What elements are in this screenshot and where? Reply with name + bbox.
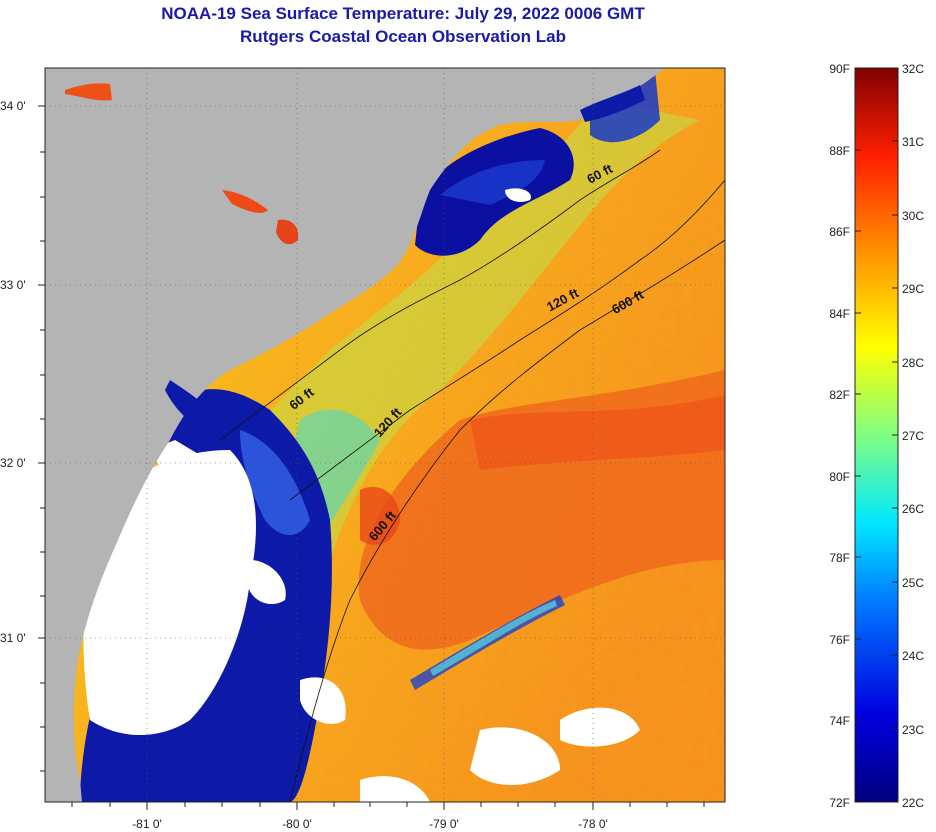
- colorbar-label-c: 30C: [902, 209, 924, 223]
- colorbar-label-c: 28C: [902, 356, 924, 370]
- colorbar-label-f: 80F: [829, 470, 850, 484]
- colorbar-label-c: 26C: [902, 502, 924, 516]
- colorbar-label-f: 84F: [829, 307, 850, 321]
- isobath-60ft-line: [219, 149, 661, 441]
- colorbar-label-c: 27C: [902, 429, 924, 443]
- lake-moultrie: [222, 190, 268, 213]
- graticule: [45, 68, 725, 802]
- colorbar-label-f: 74F: [829, 714, 850, 728]
- cloud-area-offshore: [470, 727, 560, 785]
- lat-tick-34: 34 0': [0, 99, 26, 113]
- colorbar-label-f: 90F: [829, 62, 850, 76]
- lat-tick-31: 31 0': [0, 631, 26, 645]
- colorbar-label-f: 76F: [829, 633, 850, 647]
- colorbar-label-f: 72F: [829, 796, 850, 810]
- colorbar-label-f: 88F: [829, 144, 850, 158]
- colorbar-label-f: 78F: [829, 551, 850, 565]
- land-area: [45, 68, 665, 802]
- map-frame: [44, 67, 726, 803]
- colorbar-label-c: 25C: [902, 576, 924, 590]
- map-image: [45, 68, 725, 802]
- colorbar-label-c: 23C: [902, 723, 924, 737]
- colorbar: [854, 67, 899, 803]
- lon-tick-81: -81 0': [132, 817, 162, 831]
- isobath-120ft-line: [289, 179, 726, 501]
- tick-marks: [38, 105, 705, 810]
- lake-marion: [65, 83, 112, 101]
- colorbar-ticks: [855, 67, 898, 803]
- colorbar-label-c: 29C: [902, 282, 924, 296]
- colorbar-label-c: 24C: [902, 649, 924, 663]
- lon-tick-78: -78 0': [578, 817, 608, 831]
- map-subtitle: Rutgers Coastal Ocean Observation Lab: [240, 27, 566, 46]
- isobath-600ft-line: [289, 239, 726, 803]
- lat-tick-32: 32 0': [0, 456, 26, 470]
- lon-tick-80: -80 0': [282, 817, 312, 831]
- colorbar-label-c: 31C: [902, 135, 924, 149]
- lon-tick-79: -79 0': [429, 817, 459, 831]
- colorbar-label-f: 82F: [829, 388, 850, 402]
- lat-tick-33: 33 0': [0, 278, 26, 292]
- colorbar-label-c: 32C: [902, 62, 924, 76]
- colorbar-label-f: 86F: [829, 225, 850, 239]
- map-title: NOAA-19 Sea Surface Temperature: July 29…: [161, 4, 645, 23]
- cloud-area-inland: [83, 450, 256, 735]
- colorbar-label-c: 22C: [902, 796, 924, 810]
